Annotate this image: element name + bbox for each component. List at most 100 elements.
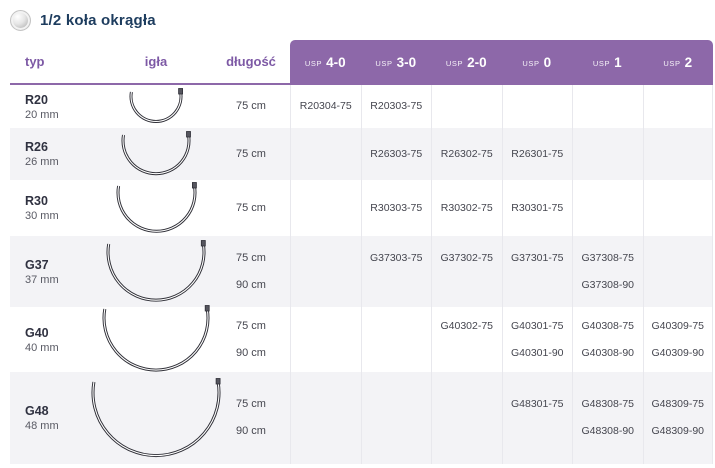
catalog-number [644,248,713,269]
catalog-number: R30303-75 [370,201,423,214]
table-row: R30 30 mm 75 cm R30303-75 R30302-75 R30301-75 [10,180,713,236]
cell-lines: R30301-75 [503,180,573,236]
catalog-number [362,394,432,415]
length-cell: 75 cm [212,128,290,180]
cell-lines: 75 cm 90 cm [212,236,290,307]
catalog-cell [572,180,643,236]
catalog-number [432,275,502,296]
catalog-cell: G48309-75 G48309-90 [642,372,713,464]
needle-swage-icon [191,181,197,188]
section-title: 1/2 koła okrągła [40,11,156,29]
cell-lines: R30303-75 [362,180,432,236]
cell-lines: G40308-75 G40308-90 [573,307,643,372]
cell-lines: G40309-75 G40309-90 [644,307,713,372]
needle-cell [100,85,212,128]
usp-column-header: USP 2-0 [431,40,502,85]
catalog-number [503,96,573,117]
cell-lines: G37308-75 G37308-90 [573,236,643,307]
cell-lines [644,236,713,307]
catalog-number: G40308-75 [581,319,635,332]
catalog-number: G48301-75 [510,398,564,410]
cell-lines: 75 cm [212,128,290,180]
type-code: G48 [25,404,49,418]
catalog-number: G37301-75 [510,251,564,264]
type-cell: G40 40 mm [10,307,100,372]
needle-cell [100,128,212,180]
catalog-number: G40309-90 [651,346,705,359]
cell-lines [291,307,361,372]
catalog-number [362,421,432,442]
cell-lines [644,85,713,128]
table-row: G48 48 mm 75 cm 90 cm G48301-75 G48308-75 G483… [10,372,713,464]
catalog-number: R20303-75 [370,100,423,112]
usp-column-header: USP 0 [502,40,573,85]
catalog-number: G40309-75 [651,319,705,332]
type-cell: R20 20 mm [10,85,100,128]
cell-lines [644,180,713,236]
catalog-cell [501,85,573,128]
catalog-cell: G37303-75 [360,236,432,307]
catalog-cell [431,85,502,128]
catalog-cell [360,372,432,464]
needle-swage-icon [204,305,210,312]
catalog-cell [290,236,361,307]
type-cell: R30 30 mm [10,180,100,236]
catalog-cell: R30301-75 [501,180,573,236]
length-value: 75 cm [236,100,266,112]
catalog-cell: G40308-75 G40308-90 [572,307,643,372]
needle-cell [100,180,212,236]
type-code: G40 [25,325,49,340]
needle-cell [91,372,221,464]
type-code: G37 [25,257,49,272]
needle-arc-icon [121,131,191,176]
needle-arc-icon [106,239,206,302]
needle-size-label: 37 mm [25,273,59,286]
usp-column-header: USP 3-0 [361,40,432,85]
cell-lines: 75 cm [212,85,290,128]
column-header-igla: igła [144,54,168,69]
catalog-number [644,198,713,219]
length-value: 90 cm [236,278,266,291]
catalog-number [503,421,573,442]
catalog-number [432,96,502,117]
type-code: R20 [25,92,48,107]
catalog-cell: G37301-75 [501,236,573,307]
cell-lines: G37302-75 [432,236,502,307]
needle-cell [100,305,212,372]
catalog-number: G37303-75 [369,251,423,264]
usp-size-label: 1 [614,55,622,70]
cell-lines [291,236,361,307]
catalog-cell [290,180,361,236]
catalog-cell: G37308-75 G37308-90 [572,236,643,307]
catalog-number [573,96,643,117]
cell-lines: G37301-75 [503,236,573,307]
catalog-number [362,343,432,364]
type-cell: R26 26 mm [10,128,100,180]
catalog-number [291,275,361,296]
catalog-number: G48308-75 [581,398,635,410]
catalog-number [291,248,361,269]
catalog-number: G37308-75 [581,251,635,264]
type-code: R30 [25,194,48,208]
catalog-cell [572,85,643,128]
table-row: G40 40 mm 75 cm 90 cm G40302-75 G40301-75 G403… [10,305,713,372]
catalog-cell: R30302-75 [431,180,502,236]
catalog-cell [290,128,361,180]
length-cell: 75 cm 90 cm [212,307,290,372]
catalog-number [291,343,361,364]
catalog-number: R30302-75 [440,201,493,214]
left-header-group: typ igła długość [10,40,290,85]
catalog-number [291,421,361,442]
cell-lines [362,307,432,372]
catalog-cell: R26303-75 [360,128,432,180]
catalog-number [432,421,502,442]
catalog-cell: R26302-75 [431,128,502,180]
needle-arc-icon [91,377,221,457]
cell-lines [573,128,643,180]
needle-swage-icon [215,377,221,384]
usp-prefix-label: USP [375,59,393,68]
length-value: 75 cm [236,147,266,160]
usp-size-label: 2-0 [467,55,487,70]
catalog-cell [290,307,361,372]
